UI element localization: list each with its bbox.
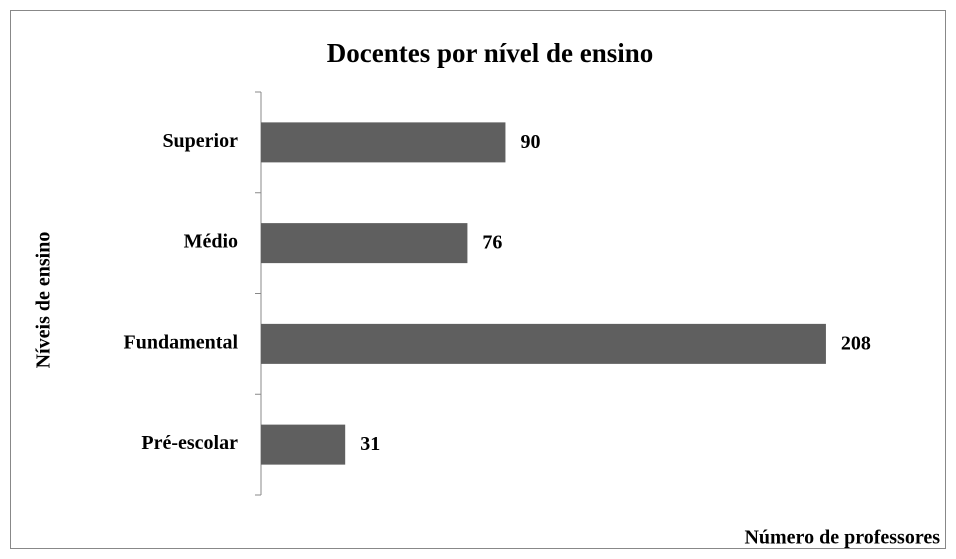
value-label: 90 — [520, 131, 540, 153]
bar — [261, 424, 346, 465]
chart-title: Docentes por nível de ensino — [327, 38, 654, 68]
x-axis-title: Número de professores — [744, 527, 940, 549]
value-label: 208 — [841, 332, 871, 354]
value-label: 76 — [482, 232, 502, 254]
y-tick-label: Médio — [184, 231, 238, 253]
y-tick-label: Pré-escolar — [141, 432, 238, 454]
bar — [261, 223, 468, 264]
y-tick-label: Fundamental — [124, 331, 239, 353]
bar — [261, 323, 826, 364]
y-axis-title: Níveis de ensino — [33, 232, 55, 369]
y-tick-label: Superior — [162, 130, 238, 152]
bar — [261, 122, 506, 163]
value-label: 31 — [360, 433, 380, 455]
chart-border — [10, 10, 946, 549]
